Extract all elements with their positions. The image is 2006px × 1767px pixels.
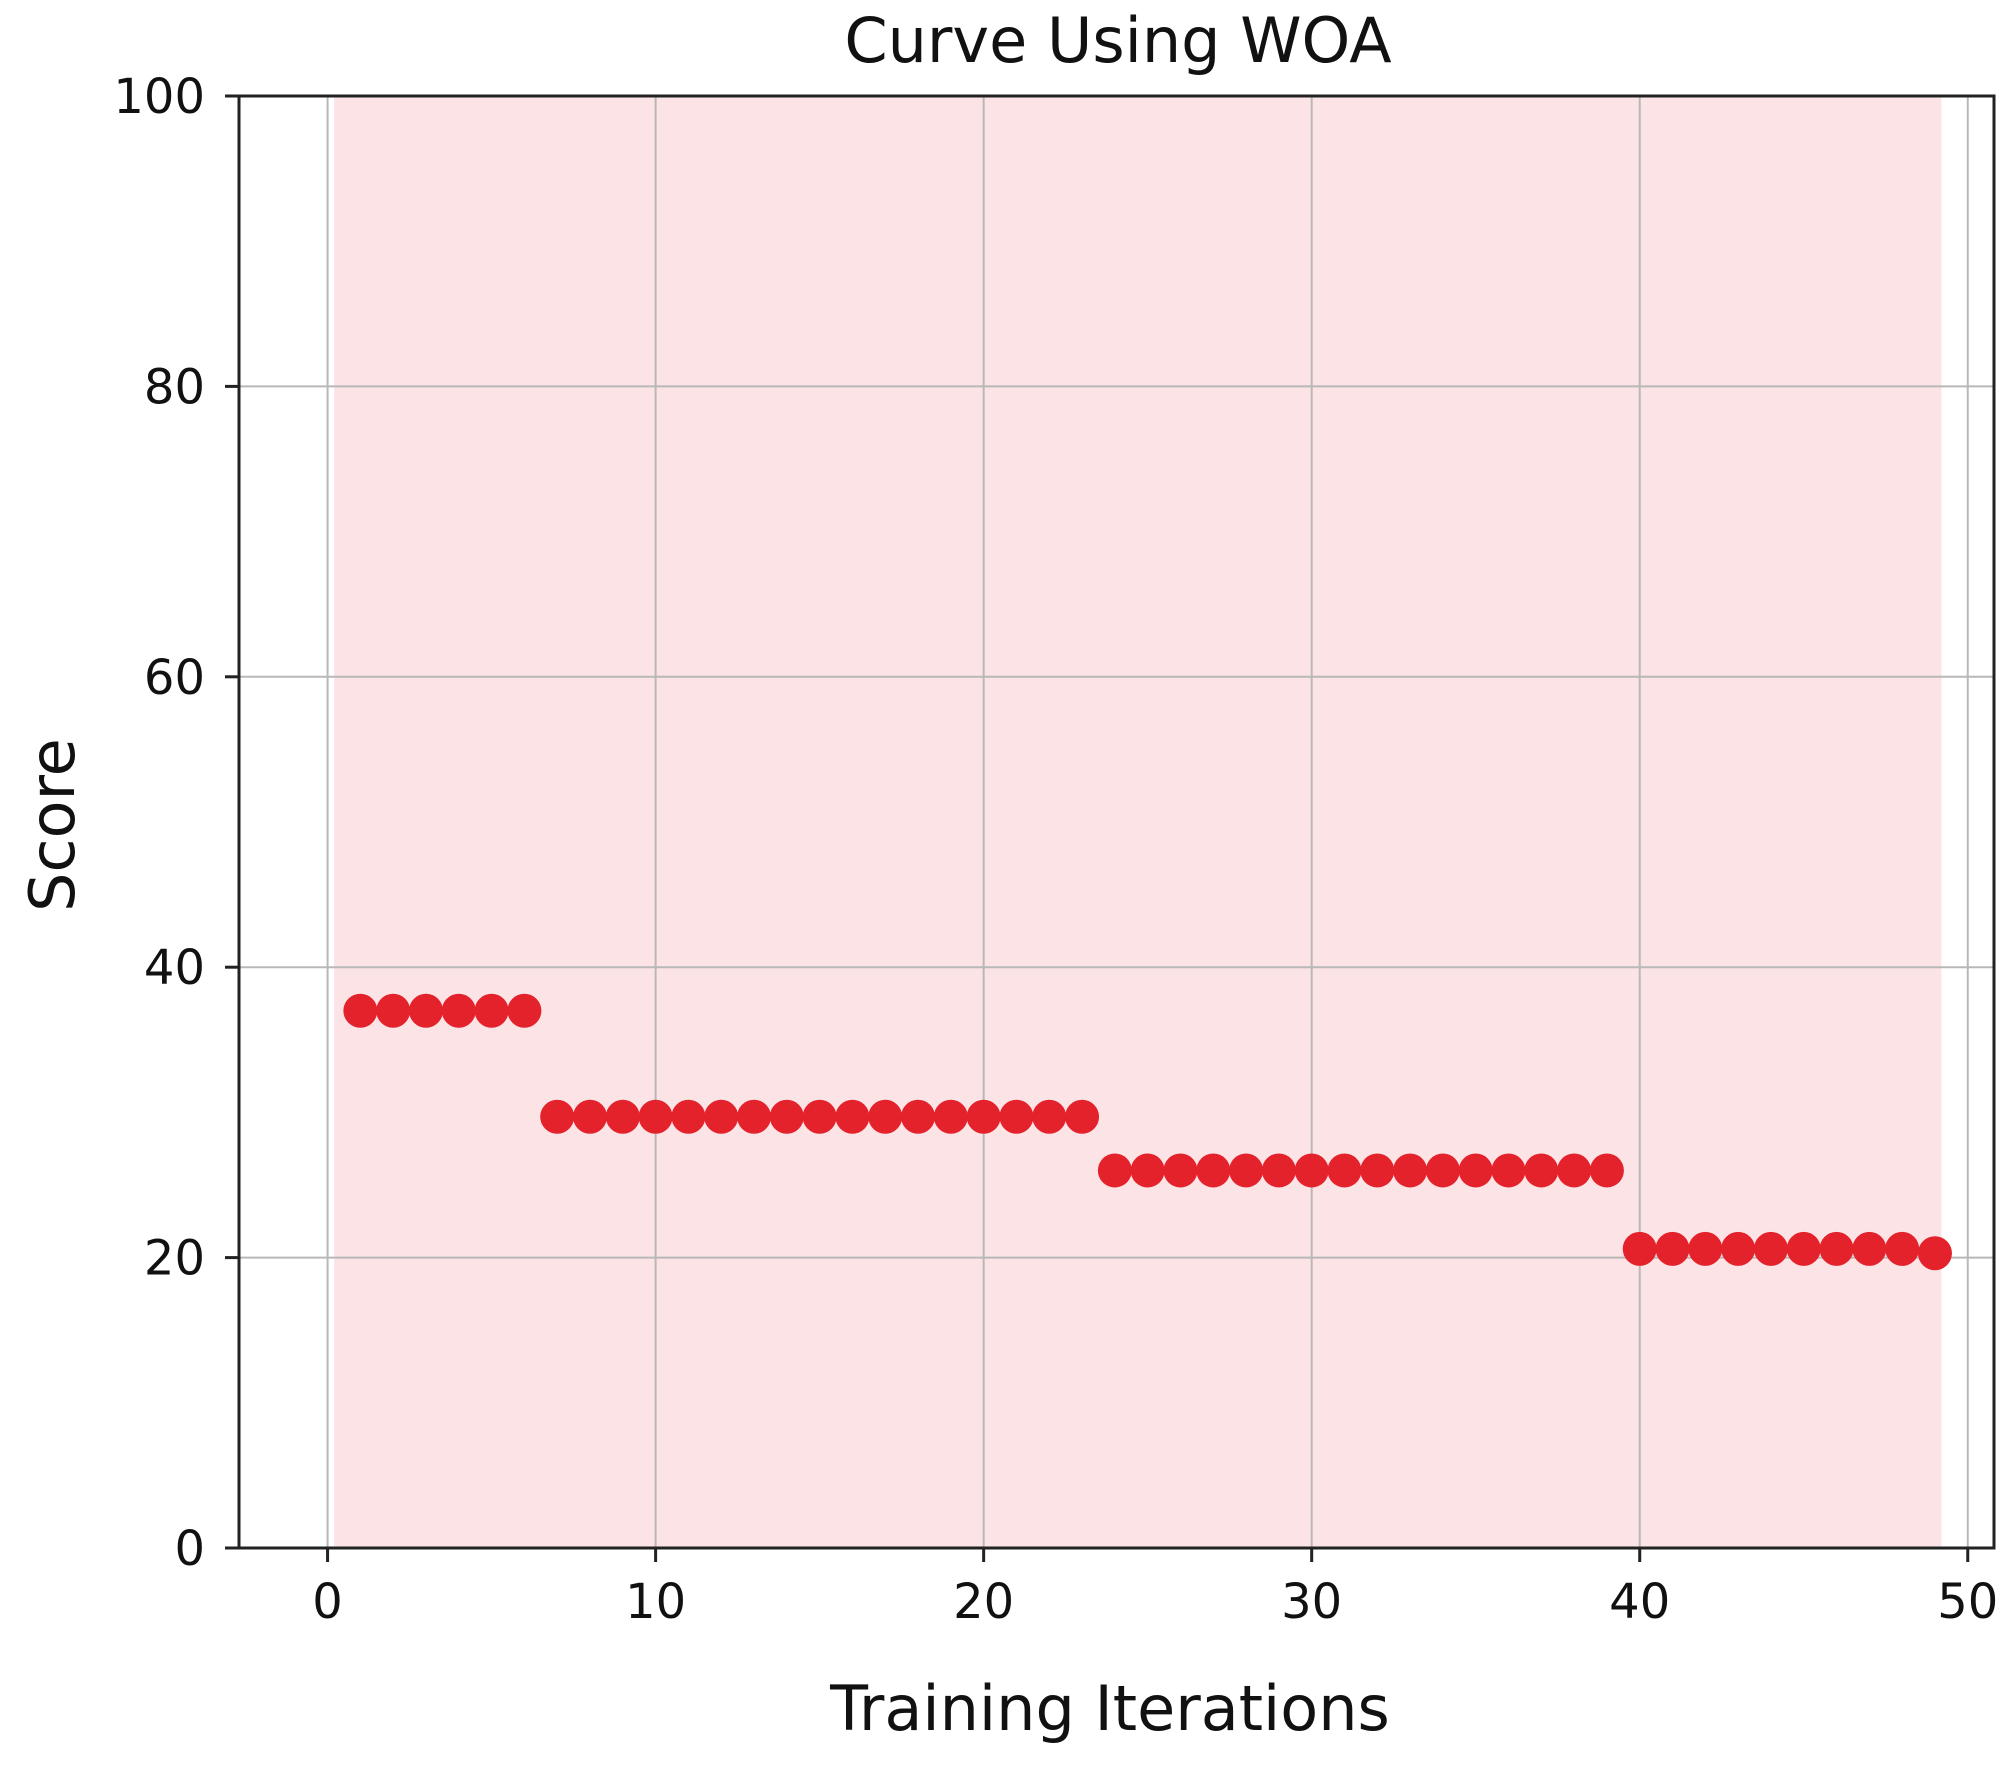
data-point: [408, 993, 443, 1028]
chart-title: Curve Using WOA: [844, 4, 1391, 77]
data-point: [1819, 1231, 1854, 1266]
data-point: [1852, 1231, 1887, 1266]
data-point: [1753, 1231, 1788, 1266]
data-point: [1491, 1153, 1526, 1188]
data-point: [1196, 1153, 1231, 1188]
data-point: [638, 1099, 673, 1134]
data-point: [1622, 1231, 1657, 1266]
data-point: [1032, 1099, 1067, 1134]
data-point: [474, 993, 509, 1028]
data-point: [1688, 1231, 1723, 1266]
data-point: [1229, 1153, 1264, 1188]
data-point: [1294, 1153, 1329, 1188]
y-tick-label: 20: [144, 1231, 205, 1287]
x-tick-label: 30: [1281, 1574, 1342, 1630]
data-point: [933, 1099, 968, 1134]
data-point: [1393, 1153, 1428, 1188]
data-point: [507, 993, 542, 1028]
data-point: [1065, 1099, 1100, 1134]
data-point: [704, 1099, 739, 1134]
data-point: [605, 1099, 640, 1134]
data-point: [1655, 1231, 1690, 1266]
data-point: [835, 1099, 870, 1134]
data-point: [1360, 1153, 1395, 1188]
y-tick-label: 60: [144, 650, 205, 706]
data-point: [1425, 1153, 1460, 1188]
data-point: [769, 1099, 804, 1134]
data-point: [1130, 1153, 1165, 1188]
data-point: [966, 1099, 1001, 1134]
data-point: [1589, 1153, 1624, 1188]
data-point: [1885, 1231, 1920, 1266]
x-tick-label: 10: [625, 1574, 686, 1630]
data-point: [1917, 1236, 1952, 1271]
y-axis-label: Score: [16, 738, 89, 912]
data-point: [737, 1099, 772, 1134]
data-point: [1327, 1153, 1362, 1188]
data-point: [901, 1099, 936, 1134]
data-point: [1458, 1153, 1493, 1188]
data-point: [999, 1099, 1034, 1134]
x-tick-label: 40: [1609, 1574, 1670, 1630]
x-axis-label: Training Iterations: [829, 1672, 1390, 1745]
data-point: [1721, 1231, 1756, 1266]
data-point: [1097, 1153, 1132, 1188]
data-point: [1261, 1153, 1296, 1188]
y-tick-label: 0: [174, 1521, 205, 1577]
x-tick-label: 20: [953, 1574, 1014, 1630]
data-point: [441, 993, 476, 1028]
data-point: [868, 1099, 903, 1134]
data-point: [802, 1099, 837, 1134]
data-point: [671, 1099, 706, 1134]
shaded-region: [334, 96, 1942, 1548]
data-point: [540, 1099, 575, 1134]
data-point: [376, 993, 411, 1028]
y-tick-label: 100: [113, 69, 205, 125]
y-tick-label: 40: [144, 940, 205, 996]
data-point: [343, 993, 378, 1028]
data-point: [1557, 1153, 1592, 1188]
data-point: [1524, 1153, 1559, 1188]
x-tick-label: 0: [312, 1574, 343, 1630]
data-point: [573, 1099, 607, 1134]
data-point: [1786, 1231, 1821, 1266]
x-tick-label: 50: [1937, 1574, 1998, 1630]
data-point: [1163, 1153, 1198, 1188]
y-tick-label: 80: [144, 359, 205, 415]
plot-frame: [237, 94, 1996, 1550]
